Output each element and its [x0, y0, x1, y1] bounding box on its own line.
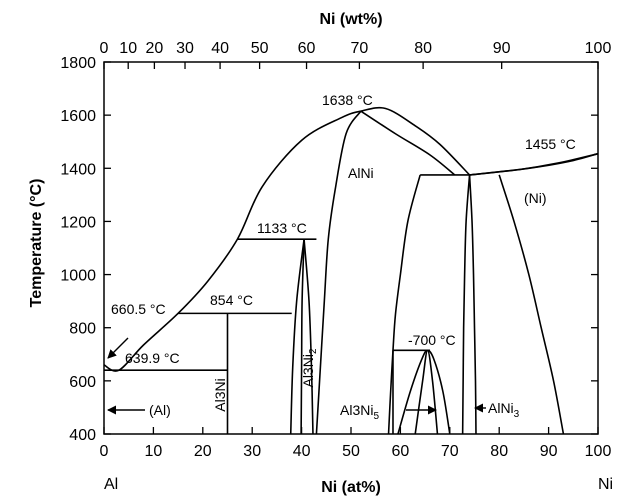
ni-solvus — [498, 174, 565, 435]
bottom-tick-label: 80 — [490, 443, 508, 460]
temp-label-660: 660.5 °C — [111, 301, 166, 317]
phase-label-al3ni: Al3Ni — [212, 378, 228, 411]
arrow-al-melting — [107, 337, 129, 359]
bottom-tick-label: 0 — [100, 443, 109, 460]
temp-label-1133: 1133 °C — [257, 220, 307, 236]
al3ni2-right — [303, 239, 314, 435]
liquidus-right — [469, 152, 599, 176]
axis-ticks: 0 10 20 30 40 50 60 70 80 90 1000 10 20 30 40 50 60 70 80 9… — [60, 40, 611, 460]
y-axis-title: Temperature (°C) — [28, 179, 45, 308]
top-axis-title: Ni (wt%) — [319, 11, 382, 28]
alni3-left — [461, 174, 471, 435]
al3ni5-outer — [397, 349, 451, 435]
temp-label-854: 854 °C — [210, 292, 253, 308]
y-tick-label: 800 — [69, 321, 96, 338]
bottom-tick-label: 50 — [342, 443, 360, 460]
temp-label-1455: 1455 °C — [525, 136, 576, 152]
invariant-lines — [104, 174, 470, 372]
y-tick-label: 1800 — [60, 55, 96, 72]
top-tick-label: 60 — [298, 40, 316, 57]
phase-label-al: (Al) — [149, 402, 171, 418]
bottom-tick-label: 70 — [441, 443, 459, 460]
bottom-tick-label: 40 — [293, 443, 311, 460]
temp-label-1638: 1638 °C — [322, 92, 373, 108]
bottom-axis-title: Ni (at%) — [321, 479, 381, 496]
top-tick-label: 80 — [414, 40, 432, 57]
phase-label-al3ni2: Al3Ni2 — [300, 348, 319, 387]
top-tick-label: 50 — [251, 40, 269, 57]
y-tick-label: 600 — [69, 374, 96, 391]
alni-left-boundary — [315, 110, 362, 435]
y-tick-label: 1200 — [60, 214, 96, 231]
bottom-tick-label: 30 — [243, 443, 261, 460]
y-tick-label: 1400 — [60, 161, 96, 178]
solidus-right — [469, 152, 599, 176]
top-tick-label: 100 — [585, 40, 612, 57]
temp-label-700: -700 °C — [408, 332, 456, 348]
element-left-label: Al — [104, 476, 118, 493]
top-tick-label: 30 — [176, 40, 194, 57]
top-tick-label: 0 — [100, 40, 109, 57]
top-tick-label: 40 — [211, 40, 229, 57]
phase-label-alni3: AlNi3 — [488, 400, 520, 420]
bottom-tick-label: 90 — [540, 443, 558, 460]
liquidus-left — [103, 106, 471, 372]
y-tick-label: 400 — [69, 427, 96, 444]
bottom-tick-label: 60 — [392, 443, 410, 460]
top-tick-label: 90 — [493, 40, 511, 57]
phase-label-alni: AlNi — [348, 165, 374, 181]
bottom-tick-label: 20 — [194, 443, 212, 460]
y-tick-label: 1600 — [60, 108, 96, 125]
top-tick-label: 70 — [350, 40, 368, 57]
phase-boundaries — [103, 106, 599, 435]
y-tick-label: 1000 — [60, 268, 96, 285]
top-tick-label: 20 — [145, 40, 163, 57]
alni3-right — [468, 174, 477, 435]
alni-right-lower — [387, 174, 421, 435]
plot-frame — [103, 61, 599, 435]
al3ni5-inner — [414, 349, 439, 435]
bottom-tick-label: 100 — [585, 443, 612, 460]
phase-label-ni: (Ni) — [524, 190, 547, 206]
element-right-label: Ni — [598, 476, 613, 493]
phase-label-al3ni5: Al3Ni5 — [340, 402, 379, 422]
al3ni2-left — [289, 239, 305, 435]
top-tick-label: 10 — [119, 40, 137, 57]
temp-label-639: 639.9 °C — [125, 350, 180, 366]
bottom-tick-label: 10 — [145, 443, 163, 460]
alni-right-upper — [360, 110, 456, 176]
al3ni2-inner-left — [300, 239, 305, 435]
